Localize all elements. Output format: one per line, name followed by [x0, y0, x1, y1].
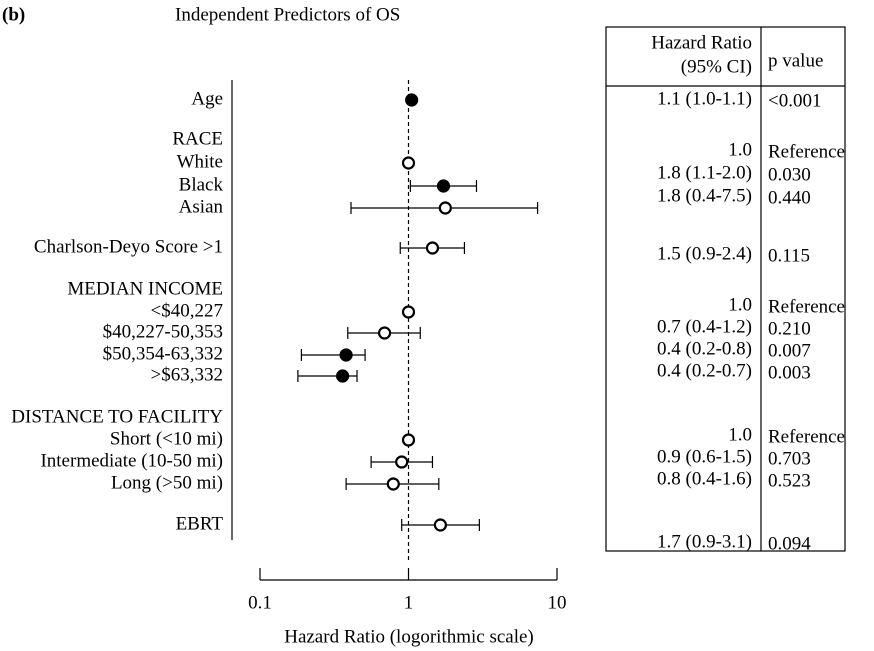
table-p: 0.007 — [768, 340, 811, 361]
table-hr: 0.8 (0.4-1.6) — [657, 468, 752, 489]
hazard-point — [436, 179, 451, 193]
row-label: Age — [191, 88, 223, 109]
table-hr: 1.5 (0.9-2.4) — [657, 243, 752, 264]
hazard-point — [405, 93, 419, 107]
x-tick-label: 1 — [404, 592, 414, 613]
hazard-point — [386, 477, 400, 491]
table-hr: 1.0 — [728, 294, 752, 315]
table-p: 0.210 — [768, 318, 811, 339]
table-p: Reference — [768, 296, 845, 317]
table-p: 0.115 — [768, 245, 810, 266]
row-label: Charlson-Deyo Score >1 — [34, 236, 223, 257]
hazard-point — [377, 326, 392, 340]
row-label: MEDIAN INCOME — [67, 278, 223, 299]
table-header: (95% CI) — [681, 56, 752, 77]
hazard-point — [401, 156, 416, 170]
row-label: White — [177, 151, 223, 172]
table-p: 0.440 — [768, 187, 811, 208]
hazard-point — [425, 241, 440, 255]
table-p: 0.523 — [768, 470, 811, 491]
table-hr: 1.0 — [728, 424, 752, 445]
x-tick-label: 0.1 — [248, 592, 272, 613]
row-label: Long (>50 mi) — [111, 472, 223, 493]
hazard-point — [339, 348, 353, 362]
row-label: $40,227-50,353 — [103, 321, 223, 342]
x-axis-label: Hazard Ratio (logorithmic scale) — [284, 626, 534, 647]
table-p: Reference — [768, 141, 845, 162]
table-p: 0.094 — [768, 533, 811, 554]
x-tick-label: 10 — [548, 592, 567, 613]
row-label: $50,354-63,332 — [103, 343, 223, 364]
hazard-point — [401, 433, 416, 447]
hazard-point — [395, 455, 409, 469]
table-hr: 0.4 (0.2-0.8) — [657, 338, 752, 359]
row-label: EBRT — [176, 513, 224, 534]
row-label: Asian — [179, 196, 224, 217]
table-header: p value — [768, 50, 823, 71]
table-p: 0.003 — [768, 362, 811, 383]
table-border — [605, 26, 846, 552]
table-p: Reference — [768, 426, 845, 447]
row-label: RACE — [172, 128, 223, 149]
table-p: 0.030 — [768, 164, 811, 185]
table-hr: 0.9 (0.6-1.5) — [657, 446, 752, 467]
table-hr: 1.1 (1.0-1.1) — [657, 88, 752, 109]
row-label: <$40,227 — [151, 300, 223, 321]
hazard-point — [438, 201, 452, 215]
row-label: Intermediate (10-50 mi) — [40, 450, 223, 471]
table-p: 0.703 — [768, 448, 811, 469]
table-p: <0.001 — [768, 90, 821, 111]
panel-label: (b) — [2, 4, 25, 25]
table-header: Hazard Ratio — [651, 32, 752, 53]
chart-title: Independent Predictors of OS — [175, 4, 400, 25]
hazard-point — [433, 518, 448, 532]
table-hr: 1.0 — [728, 139, 752, 160]
table-hr: 0.4 (0.2-0.7) — [657, 360, 752, 381]
row-label: >$63,332 — [151, 364, 223, 385]
table-hr: 1.8 (0.4-7.5) — [657, 185, 752, 206]
hazard-point — [401, 305, 416, 319]
row-label: Black — [179, 174, 224, 195]
row-label: Short (<10 mi) — [110, 428, 223, 449]
table-hr: 1.8 (1.1-2.0) — [657, 162, 752, 183]
table-hr: 0.7 (0.4-1.2) — [657, 316, 752, 337]
hazard-point — [336, 369, 350, 383]
row-label: DISTANCE TO FACILITY — [11, 406, 223, 427]
table-hr: 1.7 (0.9-3.1) — [657, 531, 752, 552]
